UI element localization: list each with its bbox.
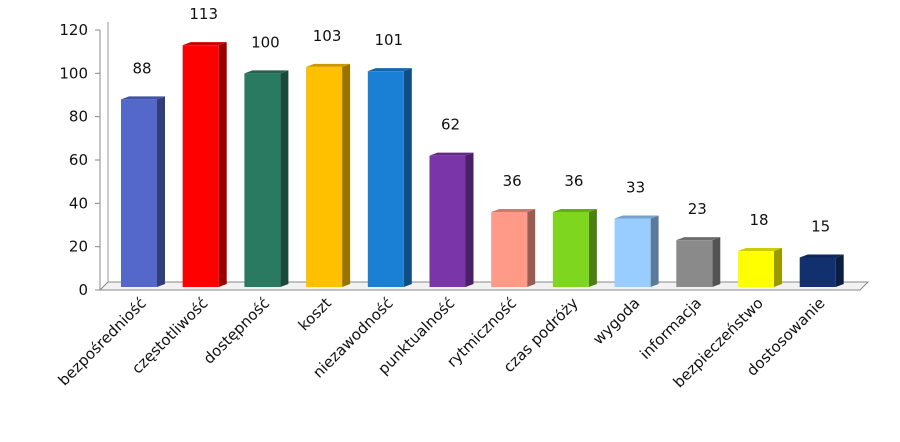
data-label: 33 xyxy=(626,179,645,197)
bar-top xyxy=(121,96,165,100)
bar-top xyxy=(244,70,289,74)
bar-top xyxy=(552,209,597,212)
bars xyxy=(121,42,844,288)
bar-front xyxy=(676,240,713,287)
data-labels: 88 113 100 103 101 62 36 36 33 23 18 15 xyxy=(132,5,830,235)
bar-top xyxy=(799,254,844,258)
bar-top xyxy=(676,237,721,241)
category-label: wygoda xyxy=(589,294,643,348)
bar-side xyxy=(465,152,474,287)
bar xyxy=(182,42,227,287)
y-tick-label: 60 xyxy=(69,151,88,169)
bar-top xyxy=(738,248,782,251)
data-label: 15 xyxy=(811,218,830,236)
bar xyxy=(614,215,659,287)
bar xyxy=(367,68,412,288)
bar xyxy=(491,209,536,287)
bar-side xyxy=(527,209,536,287)
bar-front xyxy=(799,257,836,287)
y-tick-label: 100 xyxy=(59,64,88,82)
bar xyxy=(676,237,721,287)
bar-side xyxy=(774,248,782,287)
bar-side xyxy=(342,63,351,288)
bar-side xyxy=(280,70,289,287)
y-axis: 0 20 40 60 80 100 120 xyxy=(59,21,109,299)
category-label: bezpośredniość xyxy=(55,294,150,389)
y-tick-label: 0 xyxy=(78,281,88,299)
bar-side xyxy=(218,42,227,287)
bar-front xyxy=(367,71,404,288)
bar-front xyxy=(244,73,281,287)
bar xyxy=(121,96,165,287)
bar-side xyxy=(588,209,597,287)
bar-side xyxy=(403,68,412,288)
bar-side xyxy=(650,215,659,287)
y-tick-label: 40 xyxy=(69,194,88,212)
bar-front xyxy=(121,99,157,287)
data-label: 36 xyxy=(503,172,522,190)
bar-top xyxy=(306,63,351,67)
bar-top xyxy=(429,152,474,156)
bar-front xyxy=(429,155,466,287)
bar-top xyxy=(367,68,412,72)
bar-side xyxy=(157,96,165,287)
category-label: dostępność xyxy=(200,294,273,367)
bar-side xyxy=(712,237,721,287)
data-label: 88 xyxy=(132,59,151,77)
bar xyxy=(552,209,597,287)
bar xyxy=(429,152,474,287)
bar-front xyxy=(552,212,589,287)
bar xyxy=(306,63,351,288)
data-label: 103 xyxy=(313,27,342,45)
chart-floor xyxy=(98,281,870,291)
bar xyxy=(244,70,289,287)
bar-top xyxy=(182,42,227,46)
y-tick-label: 80 xyxy=(69,108,88,126)
data-label: 36 xyxy=(564,172,583,190)
bar xyxy=(738,248,782,287)
data-label: 100 xyxy=(251,33,280,51)
data-label: 23 xyxy=(688,200,707,218)
data-label: 113 xyxy=(189,5,218,23)
data-label: 62 xyxy=(441,116,460,134)
bar-front xyxy=(614,218,651,287)
chart-floor-plane xyxy=(98,281,870,291)
bar xyxy=(799,254,844,287)
bar-top xyxy=(614,215,659,219)
bar-front xyxy=(738,251,774,287)
bar-side xyxy=(835,254,844,287)
bar-front xyxy=(182,45,219,287)
category-label: koszt xyxy=(295,294,335,334)
y-tick-label: 20 xyxy=(69,238,88,256)
bar-top xyxy=(491,209,536,212)
data-label: 101 xyxy=(374,31,403,49)
y-tick-label: 120 xyxy=(59,21,88,39)
bar-front xyxy=(306,66,343,287)
data-label: 18 xyxy=(749,211,768,229)
bar-front xyxy=(491,212,528,287)
